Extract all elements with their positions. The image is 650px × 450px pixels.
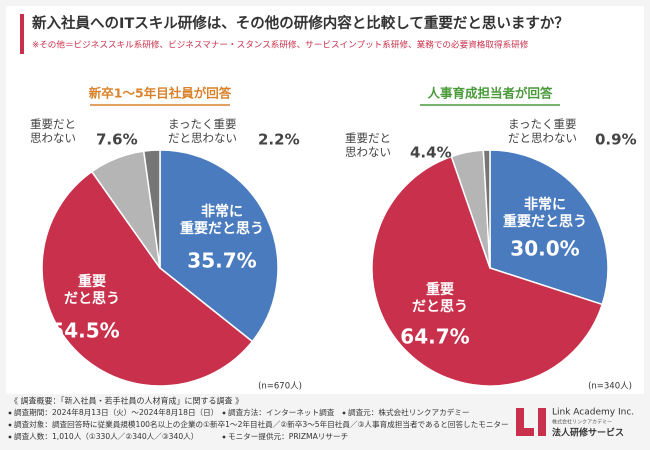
survey-item: 調査対象：調査回答時に従業員規模100名以上の企業の①新卒1～2年目社員／②新卒…: [14, 419, 509, 429]
pie-slice: [41, 170, 254, 387]
value-label: 4.4%: [410, 144, 452, 162]
sample-size: (n=670人): [258, 382, 302, 392]
logo-mark: [524, 428, 534, 436]
slice-label: 重要だと思わない: [345, 131, 391, 159]
bullet: [8, 435, 12, 439]
logo-service: 法人研修サービス: [552, 427, 624, 439]
value-label: 30.0%: [510, 237, 579, 261]
survey-item: 調査元：株式会社リンクアカデミー: [348, 407, 470, 417]
survey-item: 調査方法：インターネット調査: [228, 407, 335, 417]
pie-slice: [371, 155, 604, 387]
value-label: 0.9%: [595, 131, 637, 149]
sample-size: (n=340人): [588, 382, 632, 392]
pie-slice: [489, 149, 609, 306]
pie-slice: [142, 149, 161, 269]
survey-item: モニター提供元：PRIZMAリサーチ: [228, 431, 348, 441]
slice-label: 重要だと思う: [412, 281, 468, 315]
chart-title: 人事育成担当者が回答: [427, 86, 553, 101]
value-label: 35.7%: [187, 249, 256, 273]
title: 新入社員へのITスキル研修は、その他の研修内容と比較して重要だと思いますか？: [32, 14, 569, 32]
slice-label: 非常に重要だと思う: [503, 196, 587, 230]
pie-slice: [159, 149, 279, 343]
bullet: [222, 411, 226, 415]
bullet: [8, 423, 12, 427]
note: ※その他＝ビジネススキル系研修、ビジネスマナー・スタンス系研修、サービスインプッ…: [32, 39, 529, 51]
value-label: 2.2%: [258, 131, 300, 149]
logo-name: Link Academy Inc.: [552, 408, 634, 418]
pie-slice: [482, 149, 491, 269]
slice-label: 重要だと思わない: [30, 117, 76, 145]
survey-item: 調査人数：1,010人（①330人／②340人／③340人）: [14, 431, 198, 441]
bullet: [342, 411, 346, 415]
slice-label: まったく重要だと思わない: [168, 117, 237, 145]
slice-label: 非常に重要だと思う: [180, 203, 264, 237]
value-label: 7.6%: [96, 131, 138, 149]
slice-label: 重要だと思う: [64, 273, 120, 307]
bullet: [8, 411, 12, 415]
survey-item: 調査期間：2024年8月13日（火）～2024年8月18日（日）: [14, 407, 218, 417]
logo: Link Academy Inc. 株式会社リンクアカデミー 法人研修サービス: [516, 408, 634, 439]
title-accent: [20, 14, 24, 54]
chart-title: 新卒1～5年目社員が回答: [89, 86, 232, 101]
value-label: 54.5%: [50, 319, 119, 343]
logo-mark: [538, 408, 546, 436]
value-label: 64.7%: [400, 325, 469, 349]
survey-heading: 《 調査概要：「新入社員・若手社員の人材育成」に関する調査 》: [10, 396, 243, 406]
slice-label: まったく重要だと思わない: [508, 117, 577, 145]
logo-company: 株式会社リンクアカデミー: [552, 419, 612, 426]
logo-mark: [516, 408, 524, 436]
bullet: [222, 435, 226, 439]
